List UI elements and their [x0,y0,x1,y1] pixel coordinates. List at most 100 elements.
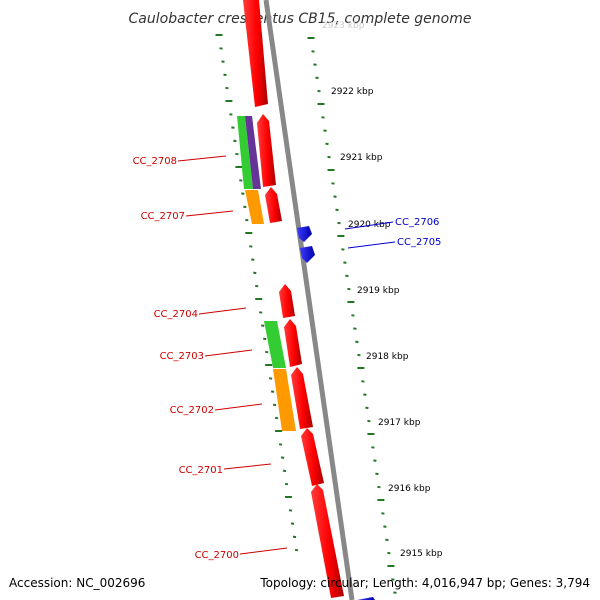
tick-minor [325,142,329,146]
tick-minor [367,419,371,423]
tick-minor [270,390,275,393]
tick-minor [383,525,387,528]
gene-arrow [300,246,315,263]
tick-minor [280,456,285,459]
topology-label: Topology: circular; Length: 4,016,947 bp… [260,576,590,590]
tick-minor [377,485,381,489]
callout-line [344,221,394,230]
callout-line [223,463,272,470]
tick-minor [315,76,319,80]
tick-ring-outer [307,37,397,594]
genome-backbone [263,0,355,600]
tick-minor [241,192,245,195]
gene-label-cc-2700: CC_2700 [195,550,239,561]
tick-minor [357,353,361,357]
gene-labels: CC_2708 CC_2707 CC_2704 CC_2703 CC_2702 … [133,156,442,561]
tick-minor [245,218,249,222]
gene-label-cc-2705: CC_2705 [397,237,441,248]
tick-minor [313,63,317,66]
tick-minor [259,311,263,314]
gene-arrow [284,319,302,367]
callout-line [347,241,396,249]
watermark-label: 2923 kbp [322,21,365,31]
callout-line [214,403,263,411]
tick-minor [345,274,349,278]
callout-line [185,210,234,217]
forward-strand-genes [297,226,375,600]
tick-minor [391,578,395,581]
map-title: Caulobacter crescentus CB15, complete ge… [129,11,472,27]
tick-minor [371,446,375,449]
tick-minor [239,179,243,182]
callout-line [177,155,227,162]
tick-minor [282,469,287,473]
tick-minor [225,86,229,90]
ruler-label: 2916 kbp [388,484,431,494]
tick-minor [288,509,293,512]
tick-minor [363,393,367,396]
tick-minor [294,548,299,552]
tick-minor [290,522,295,525]
callout-line [204,349,253,357]
tick-minor [333,195,337,198]
tick-minor [321,116,325,119]
tick-ring-inner [215,34,299,552]
gene-arrow [279,284,295,318]
tick-minor [231,126,235,129]
tick-minor [337,221,341,225]
ruler-label: 2915 kbp [400,549,443,559]
tick-minor [292,535,297,539]
tick-minor [251,258,255,261]
tick-minor [347,287,351,291]
tick-minor [323,129,327,132]
gene-arrow [301,428,324,486]
accession-label: Accession: NC_002696 [9,576,146,590]
gene-arrow [297,226,312,242]
tick-minor [265,350,269,354]
tick-minor [253,271,257,275]
ruler-label: 2919 kbp [357,286,400,296]
callout-lines [177,155,396,555]
orf-blocks [237,116,296,431]
gene-label-cc-2706: CC_2706 [395,217,439,228]
gene-arrow [291,367,313,429]
tick-minor [249,245,253,248]
gene-label-cc-2704: CC_2704 [154,309,198,320]
tick-minor [331,182,335,185]
gene-label-cc-2701: CC_2701 [179,465,223,476]
gene-label-cc-2702: CC_2702 [170,405,214,416]
callout-line [198,307,247,315]
tick-minor [229,113,233,116]
tick-minor [219,47,223,50]
tick-minor [243,205,247,209]
tick-minor [278,443,283,446]
tick-minor [351,314,355,317]
gene-arrow [265,187,282,223]
tick-minor [365,406,369,410]
orf-block-green [237,116,253,189]
tick-minor [317,89,321,93]
tick-minor [387,551,391,555]
tick-minor [353,327,357,330]
gene-label-cc-2703: CC_2703 [160,351,204,362]
tick-minor [263,337,267,341]
tick-minor [223,73,227,77]
tick-minor [268,377,273,380]
gene-label-cc-2708: CC_2708 [133,156,177,167]
ruler-label: 2921 kbp [340,153,383,163]
ruler-label: 2918 kbp [366,352,409,362]
tick-minor [335,208,339,212]
ruler-label: 2922 kbp [331,87,374,97]
orf-block-purple [245,116,261,189]
orf-block-orange [273,369,296,431]
tick-minor [327,155,331,159]
tick-minor [373,459,377,462]
gene-arrow [257,114,276,187]
tick-minor [361,380,365,383]
tick-minor [272,403,277,407]
gene-arrow-top [243,0,268,107]
orf-block-orange [245,190,264,224]
tick-minor [255,284,259,288]
ruler-label: 2917 kbp [378,418,421,428]
